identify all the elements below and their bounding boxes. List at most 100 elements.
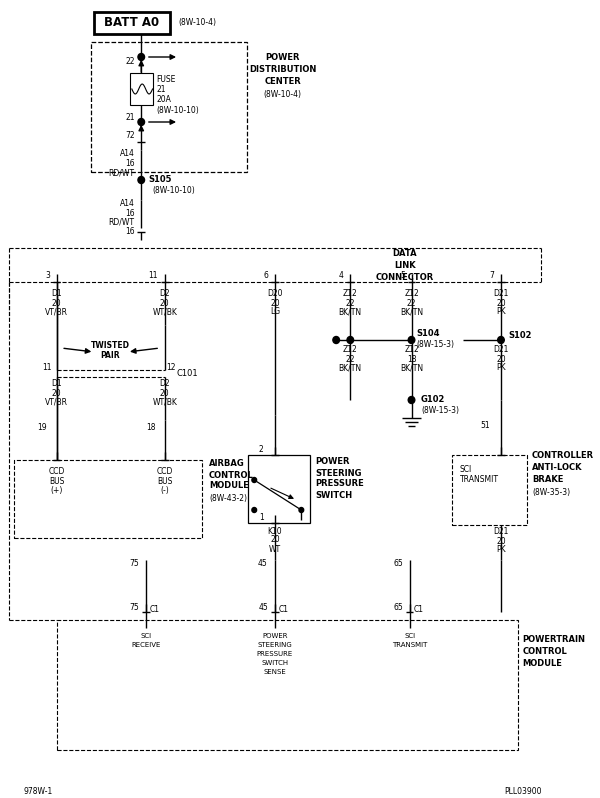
Text: BK/TN: BK/TN xyxy=(400,364,423,373)
Text: STEERING: STEERING xyxy=(316,468,362,477)
Text: CONTROL: CONTROL xyxy=(523,647,568,657)
Circle shape xyxy=(138,53,145,61)
Text: SCI: SCI xyxy=(140,633,152,639)
Text: PRESSURE: PRESSURE xyxy=(316,480,364,488)
Text: ANTI-LOCK: ANTI-LOCK xyxy=(532,463,583,472)
Text: D20: D20 xyxy=(267,290,283,298)
Text: 75: 75 xyxy=(130,559,139,567)
Text: DATA: DATA xyxy=(392,250,417,259)
Bar xyxy=(452,455,527,525)
Circle shape xyxy=(497,337,504,343)
Text: LINK: LINK xyxy=(394,260,416,270)
Text: BUS: BUS xyxy=(157,476,172,485)
Text: TWISTED: TWISTED xyxy=(91,341,130,350)
Circle shape xyxy=(333,337,340,343)
Text: D1: D1 xyxy=(51,380,62,389)
Text: (8W-15-3): (8W-15-3) xyxy=(421,406,459,416)
Text: 72: 72 xyxy=(125,132,134,140)
Text: D21: D21 xyxy=(493,290,509,298)
Text: S104: S104 xyxy=(416,330,440,338)
Text: 11: 11 xyxy=(149,271,158,279)
Circle shape xyxy=(138,118,145,125)
Text: PAIR: PAIR xyxy=(100,350,120,360)
Text: (8W-10-10): (8W-10-10) xyxy=(152,185,196,195)
Text: FUSE: FUSE xyxy=(157,76,176,85)
Text: S105: S105 xyxy=(149,176,172,184)
Text: BRAKE: BRAKE xyxy=(532,475,563,484)
Text: 65: 65 xyxy=(393,559,403,567)
Text: Z12: Z12 xyxy=(404,346,419,354)
Text: CONNECTOR: CONNECTOR xyxy=(376,272,434,282)
Text: 20: 20 xyxy=(270,298,280,307)
Text: 20: 20 xyxy=(496,298,506,307)
Text: CONTROLLER: CONTROLLER xyxy=(532,451,594,460)
Text: 16: 16 xyxy=(125,208,134,218)
Text: 22: 22 xyxy=(125,57,134,66)
Text: 16: 16 xyxy=(125,227,134,236)
Text: BK/TN: BK/TN xyxy=(400,307,423,317)
Bar xyxy=(130,73,152,105)
Text: D2: D2 xyxy=(160,380,170,389)
Text: WT/BK: WT/BK xyxy=(152,397,177,406)
Text: 18: 18 xyxy=(146,424,155,433)
Text: 75: 75 xyxy=(130,603,139,613)
Text: (8W-15-3): (8W-15-3) xyxy=(416,339,454,349)
Text: 1: 1 xyxy=(259,513,263,523)
Bar xyxy=(94,12,170,34)
Text: (8W-35-3): (8W-35-3) xyxy=(532,488,570,496)
Text: RECEIVE: RECEIVE xyxy=(131,642,161,648)
Text: (8W-10-10): (8W-10-10) xyxy=(157,106,199,116)
Text: G102: G102 xyxy=(421,396,445,405)
Text: 21: 21 xyxy=(157,85,166,94)
Text: PK: PK xyxy=(496,546,506,555)
Text: 20A: 20A xyxy=(157,96,171,105)
Text: 20: 20 xyxy=(160,298,170,307)
Text: POWER: POWER xyxy=(316,457,350,467)
Text: 6: 6 xyxy=(263,271,268,279)
Text: C1: C1 xyxy=(279,605,289,614)
Text: 20: 20 xyxy=(160,389,170,397)
Text: C101: C101 xyxy=(176,369,198,378)
Text: RD/WT: RD/WT xyxy=(109,218,134,227)
Text: D21: D21 xyxy=(493,346,509,354)
Text: POWER: POWER xyxy=(262,633,288,639)
Text: CCD: CCD xyxy=(49,468,65,476)
Bar xyxy=(14,460,202,538)
Text: POWERTRAIN: POWERTRAIN xyxy=(523,635,586,645)
Text: BATT A0: BATT A0 xyxy=(104,17,160,30)
Text: (8W-10-4): (8W-10-4) xyxy=(179,18,217,27)
Text: 16: 16 xyxy=(125,159,134,168)
Text: RD/WT: RD/WT xyxy=(109,168,134,177)
Circle shape xyxy=(347,337,353,343)
Text: CENTER: CENTER xyxy=(264,77,301,86)
Text: TRANSMIT: TRANSMIT xyxy=(392,642,427,648)
Text: 12: 12 xyxy=(167,364,176,373)
Circle shape xyxy=(138,176,145,184)
Text: (-): (-) xyxy=(160,485,169,495)
Text: DISTRIBUTION: DISTRIBUTION xyxy=(249,65,316,74)
Circle shape xyxy=(408,397,415,404)
Text: MODULE: MODULE xyxy=(523,659,563,669)
Text: D1: D1 xyxy=(51,290,62,298)
Text: Z12: Z12 xyxy=(343,346,358,354)
Text: SENSE: SENSE xyxy=(263,669,286,675)
Text: (8W-43-2): (8W-43-2) xyxy=(209,493,247,503)
Text: 20: 20 xyxy=(270,535,280,544)
Text: 2: 2 xyxy=(259,444,263,453)
Text: BUS: BUS xyxy=(49,476,64,485)
Bar xyxy=(91,42,247,172)
Text: VT/BR: VT/BR xyxy=(45,397,68,406)
Text: 21: 21 xyxy=(125,113,134,121)
Circle shape xyxy=(252,477,257,483)
Text: (+): (+) xyxy=(50,485,62,495)
Text: 65: 65 xyxy=(393,603,403,613)
Text: PK: PK xyxy=(496,364,506,373)
Text: 4: 4 xyxy=(339,271,344,279)
Text: S102: S102 xyxy=(509,331,532,341)
Text: 22: 22 xyxy=(346,354,355,364)
Circle shape xyxy=(252,508,257,512)
Text: 20: 20 xyxy=(52,389,61,397)
Circle shape xyxy=(408,337,415,343)
Text: 20: 20 xyxy=(52,298,61,307)
Text: C1: C1 xyxy=(150,605,160,614)
